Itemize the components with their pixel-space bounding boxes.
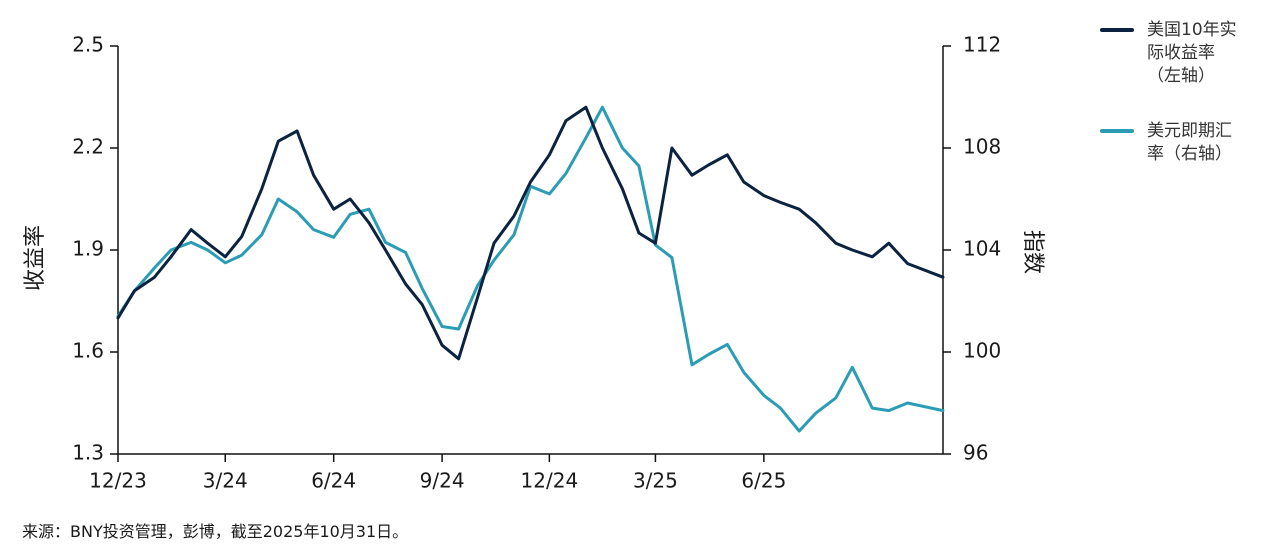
right-tick-label: 100 <box>963 339 1001 363</box>
left-axis-title: 收益率 <box>23 225 48 291</box>
series-line-real-yield <box>116 105 945 361</box>
series-line-usd-spot <box>116 105 945 433</box>
legend-label: （左轴） <box>1147 66 1215 86</box>
left-tick-label: 1.6 <box>72 339 104 363</box>
legend-label: 际收益率 <box>1147 43 1215 63</box>
x-tick-label: 3/25 <box>633 469 678 493</box>
x-tick-label: 12/24 <box>521 469 579 493</box>
source-note: 来源：BNY投资管理，彭博，截至2025年10月31日。 <box>22 522 409 541</box>
right-tick-label: 96 <box>963 441 988 465</box>
x-tick-label: 6/24 <box>311 469 356 493</box>
right-axis-title: 指数 <box>1020 230 1045 274</box>
right-tick-label: 108 <box>963 135 1001 159</box>
left-tick-label: 1.9 <box>72 237 104 261</box>
left-tick-label: 1.3 <box>72 441 104 465</box>
x-tick-label: 6/25 <box>741 469 786 493</box>
x-tick-label: 3/24 <box>203 469 248 493</box>
left-tick-label: 2.2 <box>72 135 104 159</box>
axes: 1.3 1.6 1.9 2.2 2.5 96 100 104 108 112 12/23 3/24 6/… <box>72 33 1001 493</box>
right-tick-label: 112 <box>963 33 1001 57</box>
legend-label: 率（右轴） <box>1147 144 1232 164</box>
x-tick-label: 9/24 <box>420 469 465 493</box>
series-lines <box>116 105 945 433</box>
legend-label: 美国10年实 <box>1147 20 1237 40</box>
left-tick-label: 2.5 <box>72 33 104 57</box>
right-tick-label: 104 <box>963 237 1001 261</box>
x-tick-label: 12/23 <box>89 469 147 493</box>
legend-label: 美元即期汇 <box>1147 121 1232 141</box>
